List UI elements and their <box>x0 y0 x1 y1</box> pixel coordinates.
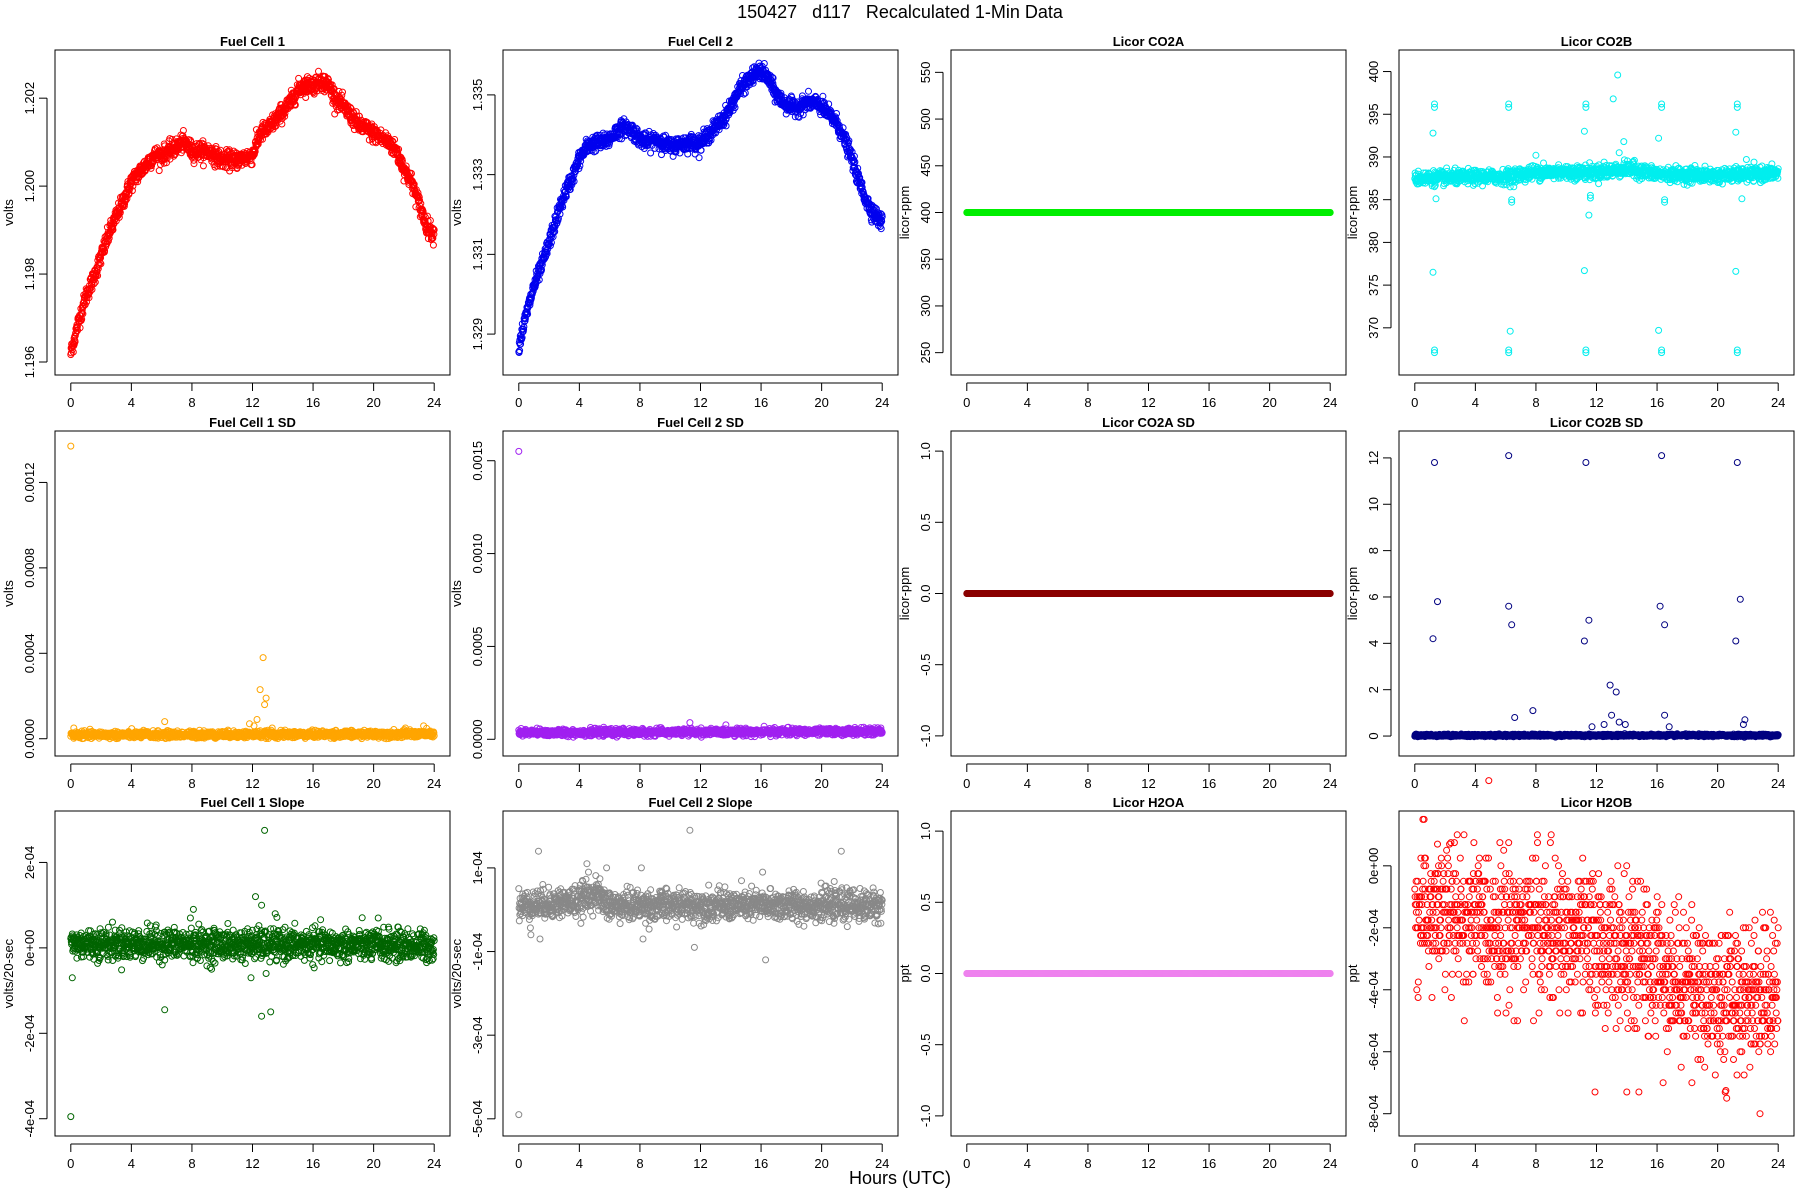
x-tick-label: 8 <box>636 395 643 410</box>
panel-1: 0 4 8 12 16 20 24 1.196 1.198 1.200 1.202 volts Fuel… <box>1 34 451 410</box>
data-point <box>212 148 220 156</box>
y-tick-label: 1.200 <box>22 170 37 203</box>
data-point <box>259 135 266 143</box>
y-tick-label: 1.202 <box>22 82 37 115</box>
y-tick-label: 1.331 <box>470 238 485 271</box>
data-point <box>355 112 363 120</box>
data-point <box>71 333 79 340</box>
data-point <box>94 272 102 280</box>
panel-3: 0 4 8 12 16 20 24 250 300 350 400 450 500 550 licor-pp… <box>897 34 1347 410</box>
y-tick-label: 350 <box>918 248 933 270</box>
x-tick-label: 4 <box>128 395 135 410</box>
y-tick-label: 1.329 <box>470 318 485 351</box>
panel-title: Fuel Cell 2 <box>668 34 733 49</box>
y-axis: 1.196 1.198 1.200 1.202 <box>22 82 48 379</box>
data-point <box>163 159 170 167</box>
data-point <box>328 81 336 89</box>
data-point <box>805 87 812 95</box>
x-tick-label: 24 <box>875 395 889 410</box>
y-axis-label: volts <box>449 199 464 226</box>
data-point <box>115 213 123 221</box>
x-tick-label: 8 <box>1084 395 1091 410</box>
data-point <box>199 162 207 170</box>
y-tick-label: 1.333 <box>470 158 485 191</box>
data-point <box>251 148 259 155</box>
data-point <box>122 197 130 205</box>
x-tick-label: 24 <box>1323 395 1337 410</box>
x-tick-label: 16 <box>306 395 320 410</box>
data-point <box>339 88 346 96</box>
data-point <box>76 324 84 332</box>
panel-title: Licor CO2A <box>1113 34 1185 49</box>
x-axis: 0 4 8 12 16 20 24 <box>67 382 441 410</box>
x-axis: 0 4 8 12 16 20 24 <box>963 382 1337 410</box>
data-point <box>429 241 437 249</box>
x-tick-label: 24 <box>427 395 441 410</box>
data-point <box>97 260 105 268</box>
data-point <box>315 67 322 75</box>
data-point <box>101 247 109 255</box>
panel-4: 0 4 8 12 16 20 24370375380385390395400licor-pp… <box>1345 34 1795 410</box>
x-tick-label: 12 <box>1141 395 1155 410</box>
figure-title: 150427 d117 Recalculated 1-Min Data <box>737 2 1063 22</box>
y-axis-label: licor-ppm <box>897 186 912 239</box>
data-point <box>96 259 104 266</box>
data-point <box>295 74 303 82</box>
data-point <box>90 280 98 288</box>
data-point <box>107 228 115 236</box>
data-point <box>116 209 124 217</box>
data-point <box>109 223 117 231</box>
x-tick-label: 16 <box>754 395 768 410</box>
y-axis: 250 300 350 400 450 500 550 <box>918 61 944 364</box>
data-points <box>515 59 886 356</box>
data-points <box>67 67 438 359</box>
x-tick-label: 0 <box>963 395 970 410</box>
x-tick-label: 20 <box>1262 395 1276 410</box>
y-tick-label: 1.335 <box>470 79 485 112</box>
x-tick-label: 12 <box>693 395 707 410</box>
x-tick-label: 12 <box>245 395 259 410</box>
x-tick-label: 0 <box>515 395 522 410</box>
y-axis: 1.329 1.331 1.333 1.335 <box>470 79 496 351</box>
data-point <box>79 310 87 318</box>
x-tick-label: 20 <box>366 395 380 410</box>
x-tick-label: 4 <box>1024 395 1031 410</box>
data-point <box>291 101 299 109</box>
y-tick-label: 500 <box>918 108 933 130</box>
y-tick-label: 250 <box>918 342 933 364</box>
y-tick-label: 1.198 <box>22 258 37 291</box>
data-point <box>128 187 136 195</box>
x-tick-label: 16 <box>1202 395 1216 410</box>
y-tick-label: 300 <box>918 295 933 317</box>
x-tick-label: 8 <box>188 395 195 410</box>
panel-title: Fuel Cell 1 <box>220 34 285 49</box>
data-point <box>155 167 163 175</box>
data-point <box>190 160 198 168</box>
y-tick-label: 400 <box>918 202 933 224</box>
data-point <box>248 161 256 169</box>
data-point <box>695 154 703 162</box>
panel-2: 0 4 8 12 16 20 24 1.329 1.331 1.333 1.335 volts Fuel… <box>449 34 899 410</box>
y-axis-label: volts <box>1 199 16 226</box>
x-tick-label: 4 <box>576 395 583 410</box>
y-tick-label: 1.196 <box>22 346 37 379</box>
data-point <box>179 127 187 134</box>
data-point <box>338 91 346 99</box>
x-tick-label: 0 <box>67 395 74 410</box>
data-point <box>250 150 258 158</box>
x-tick-label: 20 <box>814 395 828 410</box>
data-point <box>123 195 131 203</box>
data-point <box>336 94 343 101</box>
data-points <box>963 209 1334 216</box>
y-tick-label: 550 <box>918 61 933 83</box>
x-axis: 0 4 8 12 16 20 24 <box>515 382 889 410</box>
y-tick-label: 450 <box>918 155 933 177</box>
data-points <box>1411 71 1782 357</box>
data-point <box>125 186 133 194</box>
